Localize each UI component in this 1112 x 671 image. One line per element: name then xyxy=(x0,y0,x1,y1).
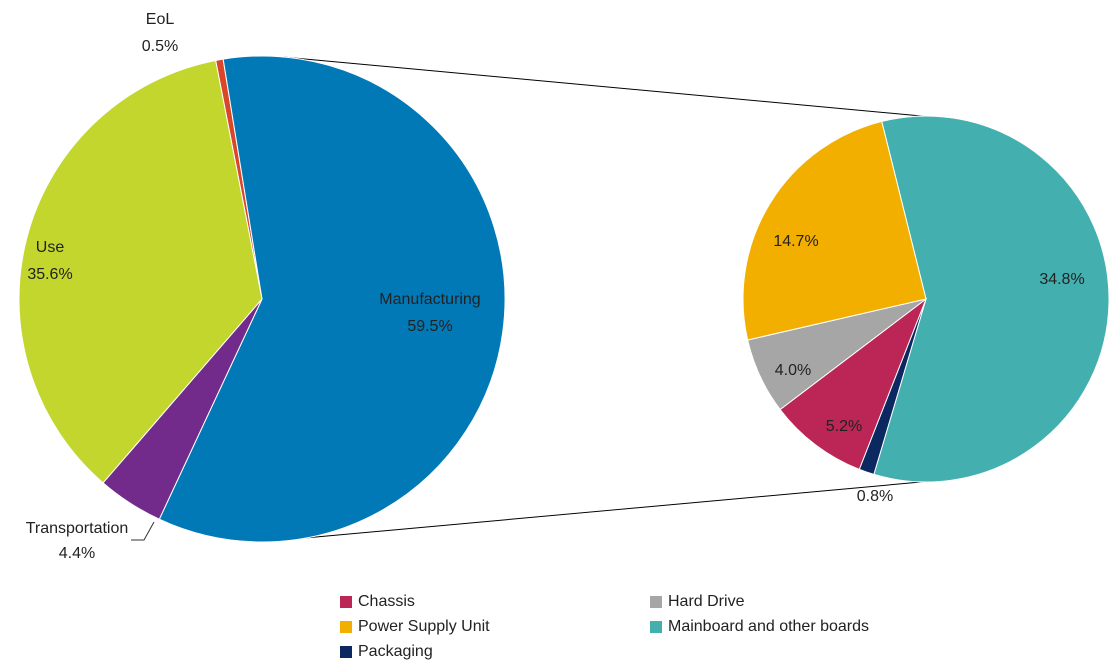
hard-drive-value-label: 4.0% xyxy=(775,362,811,379)
sub-pie xyxy=(742,115,1110,483)
use-value-label: 35.6% xyxy=(27,266,72,283)
legend-swatch-mainboard xyxy=(650,621,662,633)
legend-label-mainboard: Mainboard and other boards xyxy=(668,618,870,635)
transportation-leader-line xyxy=(131,521,155,541)
eol-name-label: EoL xyxy=(146,11,175,28)
main-pie xyxy=(18,55,506,543)
legend-label-packaging: Packaging xyxy=(358,643,433,660)
legend-item-hard-drive: Hard Drive xyxy=(650,592,970,612)
pie-slice-use xyxy=(18,59,263,484)
pie-slice-chassis xyxy=(779,297,928,471)
transportation-value-label: 4.4% xyxy=(59,545,95,562)
connector-line-top xyxy=(282,56,944,119)
legend-label-hard-drive: Hard Drive xyxy=(668,593,745,610)
legend-label-psu: Power Supply Unit xyxy=(358,618,490,635)
legend-swatch-hard-drive xyxy=(650,596,662,608)
legend-item-mainboard: Mainboard and other boards xyxy=(650,617,970,637)
legend-label-chassis: Chassis xyxy=(358,593,415,610)
legend: Chassis Hard Drive Power Supply Unit Mai… xyxy=(340,592,1000,662)
legend-item-chassis: Chassis xyxy=(340,592,650,612)
packaging-value-label: 0.8% xyxy=(857,488,893,505)
legend-swatch-psu xyxy=(340,621,352,633)
pie-slice-manufacturing xyxy=(158,55,506,543)
psu-value-label: 14.7% xyxy=(773,233,818,250)
legend-item-psu: Power Supply Unit xyxy=(340,617,650,637)
legend-item-packaging: Packaging xyxy=(340,642,650,662)
legend-swatch-chassis xyxy=(340,596,352,608)
manufacturing-name-label: Manufacturing xyxy=(379,291,480,308)
transportation-name-label: Transportation xyxy=(26,520,129,537)
chassis-value-label: 5.2% xyxy=(826,418,862,435)
mainboard-value-label: 34.8% xyxy=(1039,271,1084,288)
legend-swatch-packaging xyxy=(340,646,352,658)
manufacturing-value-label: 59.5% xyxy=(407,318,452,335)
use-name-label: Use xyxy=(36,239,65,256)
connector-line-bottom xyxy=(282,479,944,541)
pie-slice-power-supply-unit xyxy=(742,120,927,341)
pie-slice-mainboard-and-other-boards xyxy=(873,115,1110,483)
eol-value-label: 0.5% xyxy=(142,38,178,55)
